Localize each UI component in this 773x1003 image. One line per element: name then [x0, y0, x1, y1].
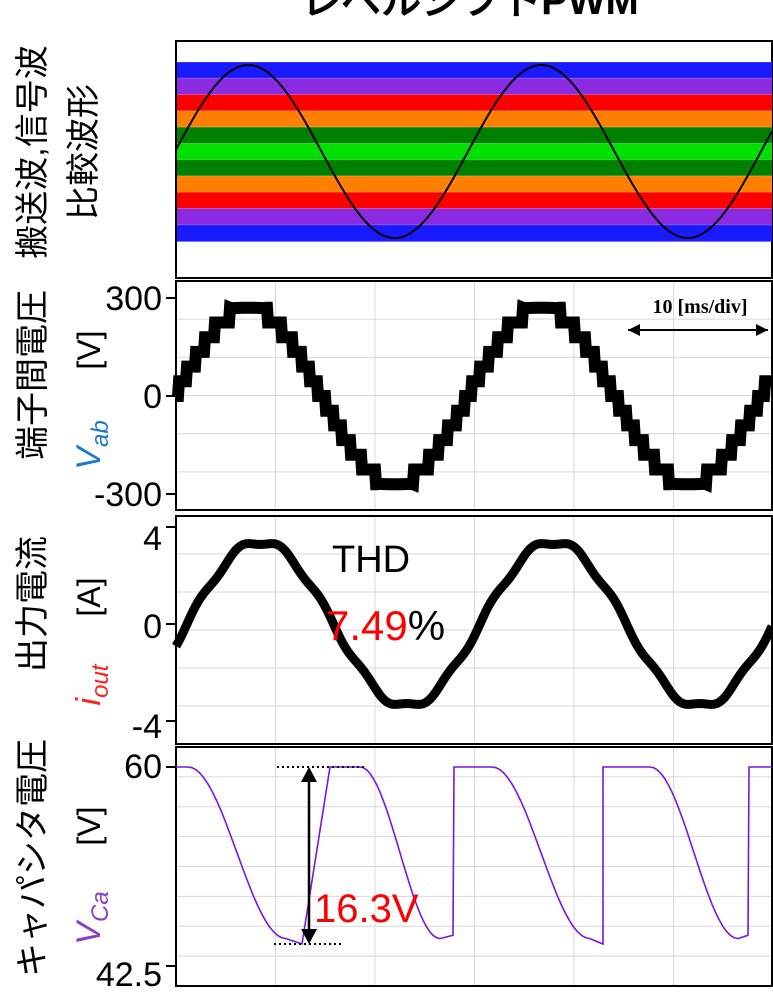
p4-symbol-sub: Ca [87, 891, 114, 922]
delta-label: 16.3V [314, 887, 419, 931]
carrier-band [177, 143, 772, 161]
carrier-band [177, 224, 772, 242]
thd-readout: 7.49% [326, 602, 445, 649]
carrier-band [177, 127, 772, 144]
voltage-panel [166, 280, 773, 511]
figure-title: レベルシフトPWM [301, 0, 639, 23]
p4-frame [175, 746, 773, 987]
thd-label: THD [332, 539, 410, 581]
p2-symbol: Vab [70, 420, 114, 469]
p3-symbol-main: i [70, 696, 108, 705]
p2-symbol-main: V [70, 444, 108, 470]
thd-unit: % [408, 602, 445, 649]
p1-label-line2: 比較波形 [65, 84, 103, 220]
p3-tick-neg4: -4 [132, 708, 162, 746]
p4-symbol-main: V [70, 919, 108, 945]
p3-symbol-sub: out [87, 663, 114, 698]
p3-tick-4: 4 [143, 520, 162, 558]
p2-label-name: 端子間電圧 [14, 290, 52, 460]
carrier-band [177, 110, 772, 128]
time-scale-arrowhead-right [756, 324, 768, 336]
capacitor-panel [166, 746, 773, 987]
p3-symbol: iout [70, 663, 114, 705]
current-panel [166, 515, 773, 745]
delta-arrowhead-bottom [301, 929, 317, 944]
time-scale-arrowhead-left [628, 324, 640, 336]
carrier-band [177, 208, 772, 226]
p2-label-unit: [V] [71, 330, 107, 369]
p4-tick-42-5: 42.5 [96, 956, 162, 994]
delta-arrowhead-top [301, 767, 317, 782]
carrier-band [177, 175, 772, 193]
vab-wave [172, 299, 772, 493]
p4-symbol: VCa [70, 891, 114, 944]
p4-tick-60: 60 [124, 748, 162, 786]
p3-tick-0: 0 [143, 608, 162, 646]
vca-wave [176, 766, 772, 946]
p2-tick-neg300: -300 [94, 476, 162, 514]
time-scale-label: 10 [ms/div] [653, 296, 748, 318]
carrier-band [177, 159, 772, 177]
p2-symbol-sub: ab [87, 420, 114, 447]
p1-label-line1: 搬送波,信号波 [14, 45, 52, 258]
p4-label-name: キャパシタ電圧 [14, 739, 52, 977]
signal-wave [175, 63, 773, 240]
thd-value: 7.49 [326, 602, 408, 649]
p2-tick-0: 0 [143, 378, 162, 416]
iout-wave [172, 539, 773, 709]
p3-label-unit: [A] [71, 577, 107, 616]
carrier-band [177, 192, 772, 210]
p4-label-unit: [V] [71, 806, 107, 845]
carrier-band [177, 62, 772, 79]
carrier-band [177, 78, 772, 96]
carrier-panel [175, 40, 773, 279]
p2-tick-300: 300 [105, 280, 162, 318]
carrier-band [177, 94, 772, 112]
p3-label-name: 出力電流 [14, 536, 52, 672]
